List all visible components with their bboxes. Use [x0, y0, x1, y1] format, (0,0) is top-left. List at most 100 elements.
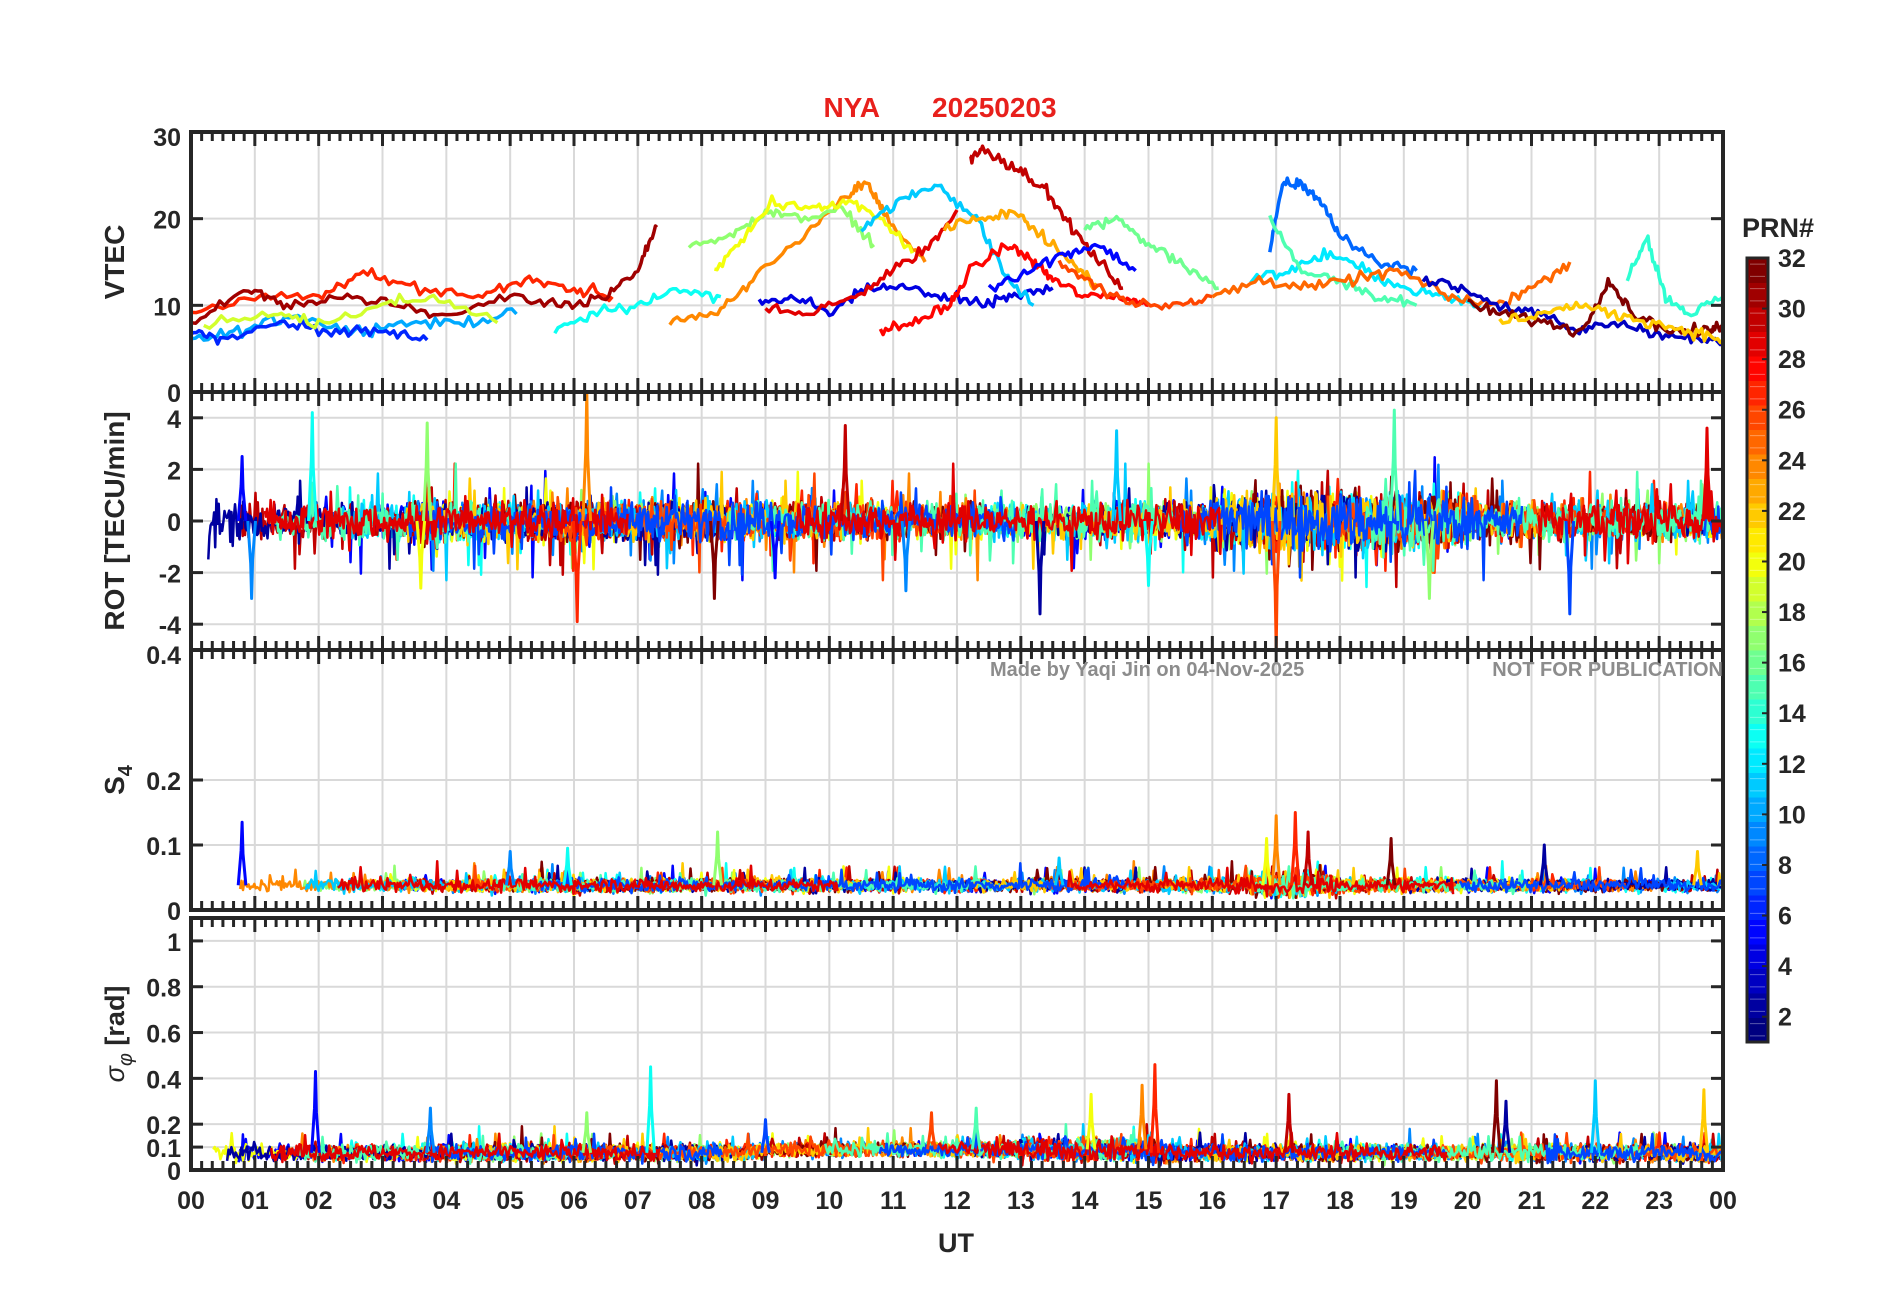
- rot-peak: [236, 455, 248, 522]
- s4-series-line: [1458, 867, 1723, 894]
- rot-peak: [1143, 520, 1154, 587]
- x-tick-label: 06: [560, 1187, 588, 1215]
- y-tick-label: 0: [167, 509, 181, 537]
- x-tick-label: 08: [688, 1187, 716, 1215]
- y-tick-label: 0.1: [146, 833, 181, 861]
- colorbar-tick-label: 10: [1778, 801, 1806, 829]
- colorbar-cell: [1747, 527, 1768, 553]
- colorbar-cell: [1747, 846, 1768, 871]
- colorbar-cell: [1747, 601, 1768, 626]
- s4-peak: [562, 846, 573, 886]
- s4-peak: [1385, 837, 1397, 886]
- x-tick-label: 18: [1326, 1187, 1354, 1215]
- vtec-series-line: [764, 209, 959, 317]
- colorbar-cell: [1747, 503, 1768, 528]
- colorbar-tick-label: 18: [1778, 599, 1806, 627]
- rot-peak: [1424, 520, 1435, 600]
- vtec-series-line: [1083, 214, 1220, 291]
- s4-peak: [236, 820, 248, 886]
- colorbar-tick-label: 30: [1778, 296, 1806, 324]
- sigma_phi-peak: [926, 1111, 937, 1150]
- sigma_phi-series-line: [1545, 1132, 1723, 1165]
- colorbar-cell: [1747, 356, 1768, 381]
- rot-peak: [840, 424, 851, 522]
- sigma_phi-peak: [1136, 1083, 1148, 1150]
- vtec-panel: 0 10 20 30 VTEC: [99, 124, 1725, 408]
- sigma_phi-peak: [1149, 1063, 1161, 1153]
- y-axis-label: ROT [TECU/min]: [99, 411, 130, 630]
- colorbar-tick-label: 32: [1778, 245, 1806, 273]
- x-tick-label: 00: [1709, 1187, 1737, 1215]
- series-group: [191, 144, 1723, 347]
- vtec-series-line: [1057, 259, 1213, 311]
- x-axis-label: UT: [938, 1228, 974, 1258]
- colorbar-cell: [1747, 331, 1768, 357]
- y-tick-label: 0.4: [146, 1066, 181, 1094]
- colorbar-cell: [1747, 699, 1768, 724]
- s4-peak: [1290, 811, 1301, 886]
- sigma_phi-peak: [1698, 1088, 1710, 1153]
- colorbar-tick-label: 24: [1778, 447, 1806, 475]
- x-tick-label: 16: [1198, 1187, 1226, 1215]
- rot-peak: [571, 520, 583, 624]
- x-tick-label: 10: [815, 1187, 843, 1215]
- rot-peak: [581, 392, 593, 522]
- s4-peak: [504, 850, 516, 886]
- s4-peak: [712, 830, 723, 886]
- colorbar-cell: [1747, 723, 1768, 749]
- vtec-series-line: [687, 204, 876, 249]
- title-date: 20250203: [932, 92, 1057, 123]
- vtec-series-line: [969, 144, 1124, 291]
- rot-peak: [421, 421, 433, 522]
- colorbar-cell: [1747, 748, 1768, 773]
- vtec-series-line: [191, 267, 614, 315]
- x-tick-label: 23: [1645, 1187, 1673, 1215]
- colorbar-cell: [1747, 552, 1768, 577]
- y-tick-label: 0.8: [146, 975, 181, 1003]
- sigma_phi-series-line: [269, 1132, 661, 1164]
- colorbar-cell: [1747, 797, 1768, 822]
- rot-series-line: [1537, 479, 1723, 565]
- sigma_phi-series-line: [823, 1122, 1136, 1163]
- y-tick-label: 0: [167, 898, 181, 926]
- y-axis-label: σφ [rad]: [100, 986, 137, 1083]
- colorbar-tick-label: 8: [1778, 852, 1792, 880]
- colorbar-cell: [1747, 944, 1768, 969]
- x-tick-label: 07: [624, 1187, 652, 1215]
- rot-peak: [900, 520, 912, 593]
- x-tick-label: 15: [1135, 1187, 1163, 1215]
- colorbar-cell: [1747, 870, 1768, 896]
- x-tick-label: 09: [752, 1187, 780, 1215]
- s4-peak: [1053, 856, 1065, 886]
- colorbar-tick-label: 16: [1778, 650, 1806, 678]
- y-tick-label: 0.6: [146, 1021, 181, 1049]
- sigma_phi-series-line: [937, 1131, 1448, 1167]
- sigma_phi-peak: [425, 1106, 436, 1153]
- colorbar-cell: [1747, 429, 1768, 455]
- colorbar-cell: [1747, 258, 1768, 283]
- colorbar-cell: [1747, 454, 1768, 479]
- watermark-notice: NOT FOR PUBLICATION: [1492, 659, 1723, 681]
- vtec-series-line: [757, 282, 1054, 318]
- x-tick-label: 22: [1581, 1187, 1609, 1215]
- rot-peak: [709, 520, 720, 600]
- colorbar-cell: [1747, 576, 1768, 602]
- colorbar-cell: [1747, 650, 1768, 675]
- series-group: [212, 1063, 1723, 1167]
- colorbar-cell: [1747, 625, 1768, 651]
- sigma_phi-peak: [1590, 1079, 1601, 1153]
- series-group: [236, 811, 1723, 900]
- series-group: [207, 392, 1723, 650]
- rot-peak: [246, 520, 257, 600]
- rot-series-line: [1174, 469, 1524, 582]
- colorbar-frame: [1745, 256, 1770, 1044]
- vtec-series-line: [1211, 261, 1572, 307]
- rot-peak: [1564, 520, 1576, 616]
- x-tick-label: 00: [177, 1187, 205, 1215]
- rot-peak: [1388, 408, 1400, 522]
- sigma_phi-peak: [970, 1106, 982, 1150]
- y-tick-label: 10: [153, 293, 181, 321]
- colorbar-tick-label: 28: [1778, 346, 1806, 374]
